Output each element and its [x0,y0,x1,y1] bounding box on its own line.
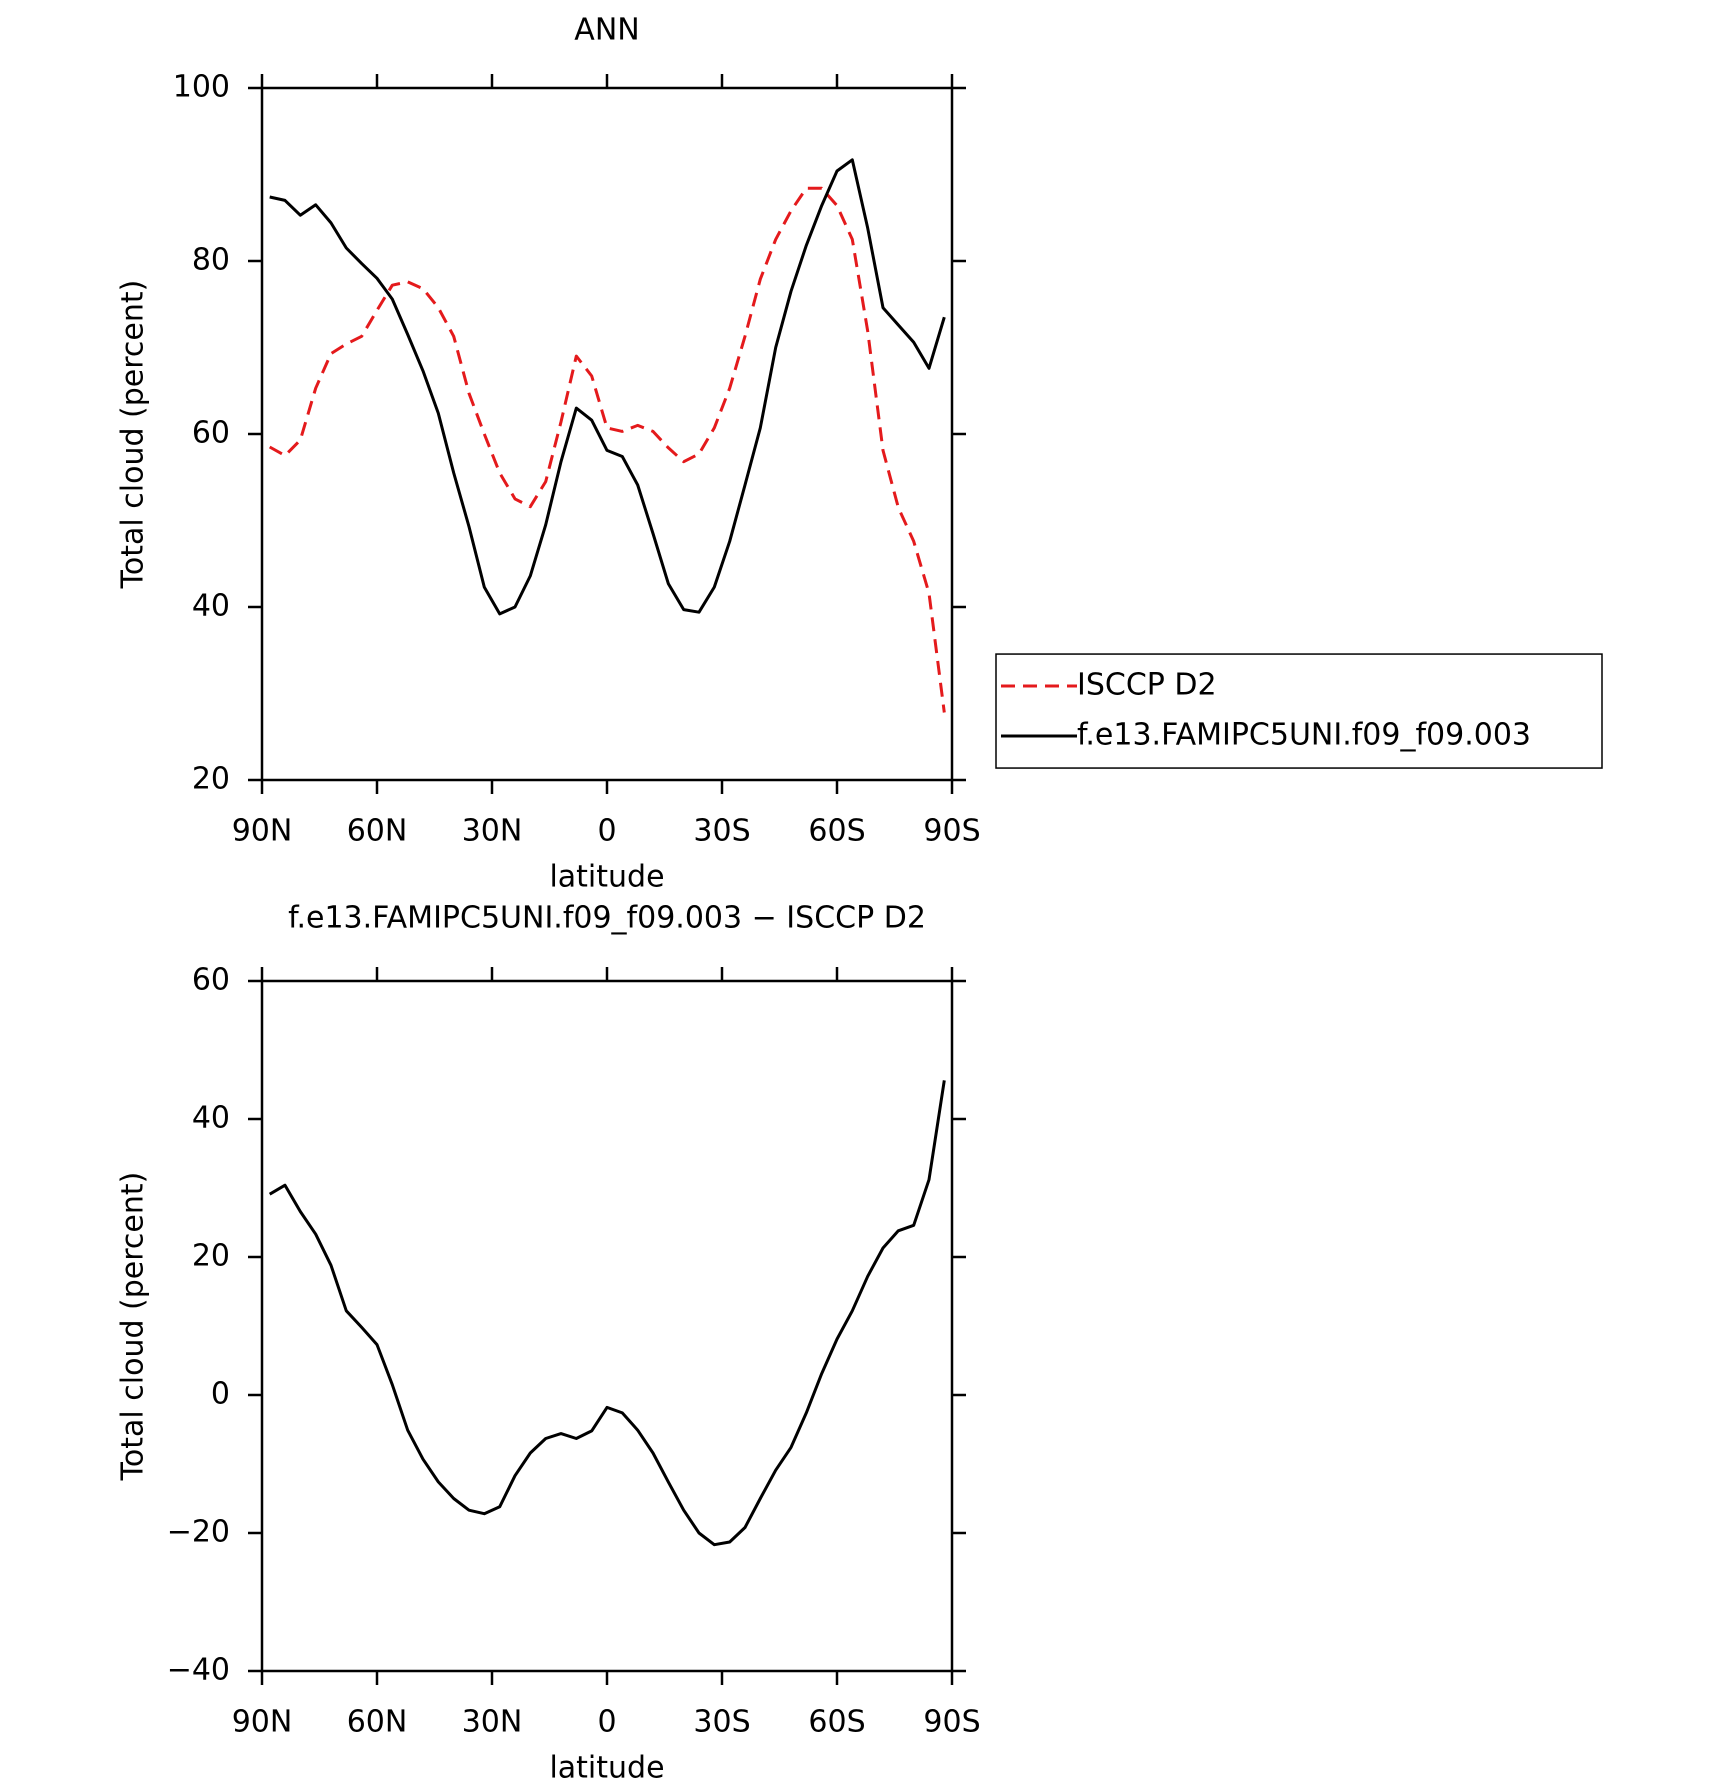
data-line [268,1080,946,1547]
x-tick-label: 30N [462,1705,523,1740]
y-axis-label: Total cloud (percent) [116,280,151,590]
y-tick-label: 100 [173,70,230,105]
x-tick-label: 30S [693,814,750,849]
y-tick-label: −20 [167,1515,230,1550]
x-axis-label: latitude [549,860,664,895]
x-tick-label: 60N [347,1705,408,1740]
y-tick-label: 20 [192,1239,230,1274]
y-tick-label: 40 [192,589,230,624]
y-axis-label: Total cloud (percent) [116,1172,151,1482]
x-tick-label: 60S [808,1705,865,1740]
x-tick-label: 30N [462,814,523,849]
x-tick-label: 30S [693,1705,750,1740]
x-tick-label: 60S [808,814,865,849]
x-tick-label: 0 [597,1705,616,1740]
data-line [268,186,946,713]
chart-title: ANN [574,13,639,48]
x-tick-label: 60N [347,814,408,849]
x-tick-label: 90N [232,814,293,849]
plot-frame [260,86,954,782]
chart-title: f.e13.FAMIPC5UNI.f09_f09.003 − ISCCP D2 [288,901,926,936]
y-tick-label: 60 [192,416,230,451]
y-tick-label: 0 [211,1377,230,1412]
x-tick-label: 90N [232,1705,293,1740]
x-tick-label: 90S [923,814,980,849]
x-tick-label: 0 [597,814,616,849]
legend-label: f.e13.FAMIPC5UNI.f09_f09.003 [1077,718,1531,753]
legend-label: ISCCP D2 [1077,668,1217,703]
data-line [269,158,946,616]
y-tick-label: 80 [192,243,230,278]
x-axis-label: latitude [549,1751,664,1786]
y-tick-label: −40 [167,1653,230,1688]
legend-box [995,653,1603,769]
y-tick-label: 60 [192,963,230,998]
plot-frame [260,979,954,1673]
x-tick-label: 90S [923,1705,980,1740]
y-tick-label: 40 [192,1101,230,1136]
y-tick-label: 20 [192,762,230,797]
